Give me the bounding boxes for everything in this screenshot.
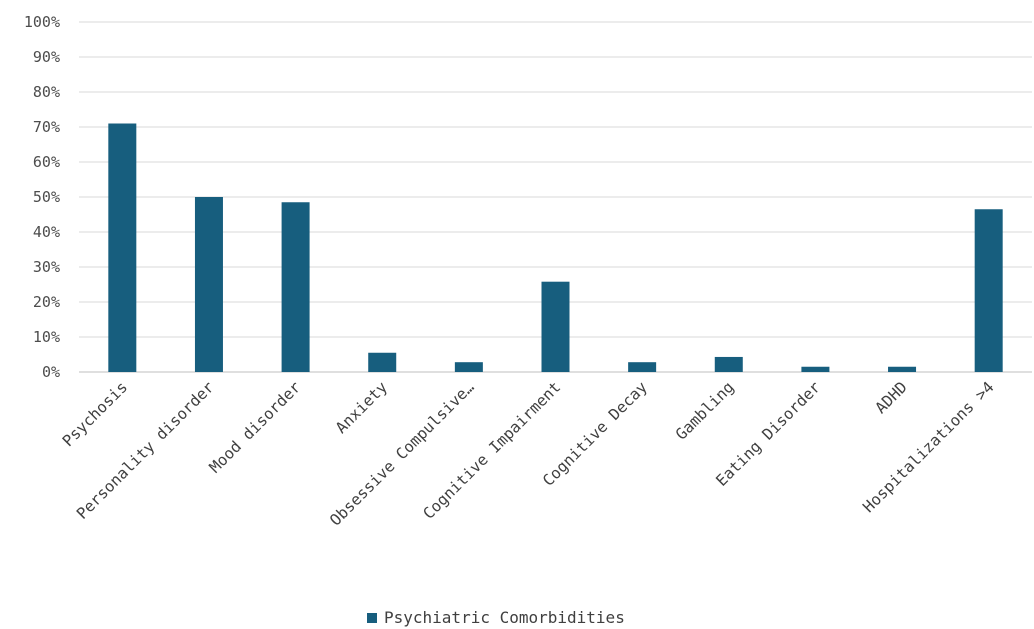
x-category-label: Mood disorder	[206, 378, 305, 477]
y-tick-label: 10%	[33, 328, 60, 346]
bar	[108, 123, 137, 372]
x-category-label: ADHD	[872, 378, 911, 417]
y-tick-label: 30%	[33, 258, 60, 276]
bars	[108, 123, 1003, 372]
y-tick-label: 20%	[33, 293, 60, 311]
bar	[628, 362, 657, 372]
x-category-label: Cognitive Impairment	[420, 378, 565, 523]
bar	[541, 281, 570, 372]
y-tick-label: 60%	[33, 153, 60, 171]
y-tick-label: 80%	[33, 83, 60, 101]
legend-swatch	[367, 613, 377, 623]
gridlines	[79, 21, 1032, 373]
bar	[281, 202, 310, 372]
x-category-label: Anxiety	[332, 378, 391, 437]
bar	[888, 366, 917, 372]
y-axis-tick-labels: 0% 10% 20% 30% 40% 50% 60% 70% 80% 90% 100%	[24, 13, 60, 381]
x-category-label: Gambling	[672, 378, 738, 444]
legend-label: Psychiatric Comorbidities	[384, 608, 625, 627]
bar	[368, 352, 397, 372]
bar	[974, 209, 1003, 372]
bar	[194, 197, 223, 372]
y-tick-label: 0%	[42, 363, 60, 381]
y-tick-label: 100%	[24, 13, 60, 31]
x-category-label: Psychosis	[59, 378, 131, 450]
y-tick-label: 50%	[33, 188, 60, 206]
bar	[714, 356, 743, 372]
y-tick-label: 40%	[33, 223, 60, 241]
bar	[454, 362, 483, 372]
x-category-label: Personality disorder	[73, 378, 218, 523]
legend: Psychiatric Comorbidities	[367, 608, 625, 627]
x-category-label: Obsessive Compulsive…	[326, 378, 477, 529]
y-tick-label: 70%	[33, 118, 60, 136]
bar	[801, 366, 830, 372]
y-tick-label: 90%	[33, 48, 60, 66]
